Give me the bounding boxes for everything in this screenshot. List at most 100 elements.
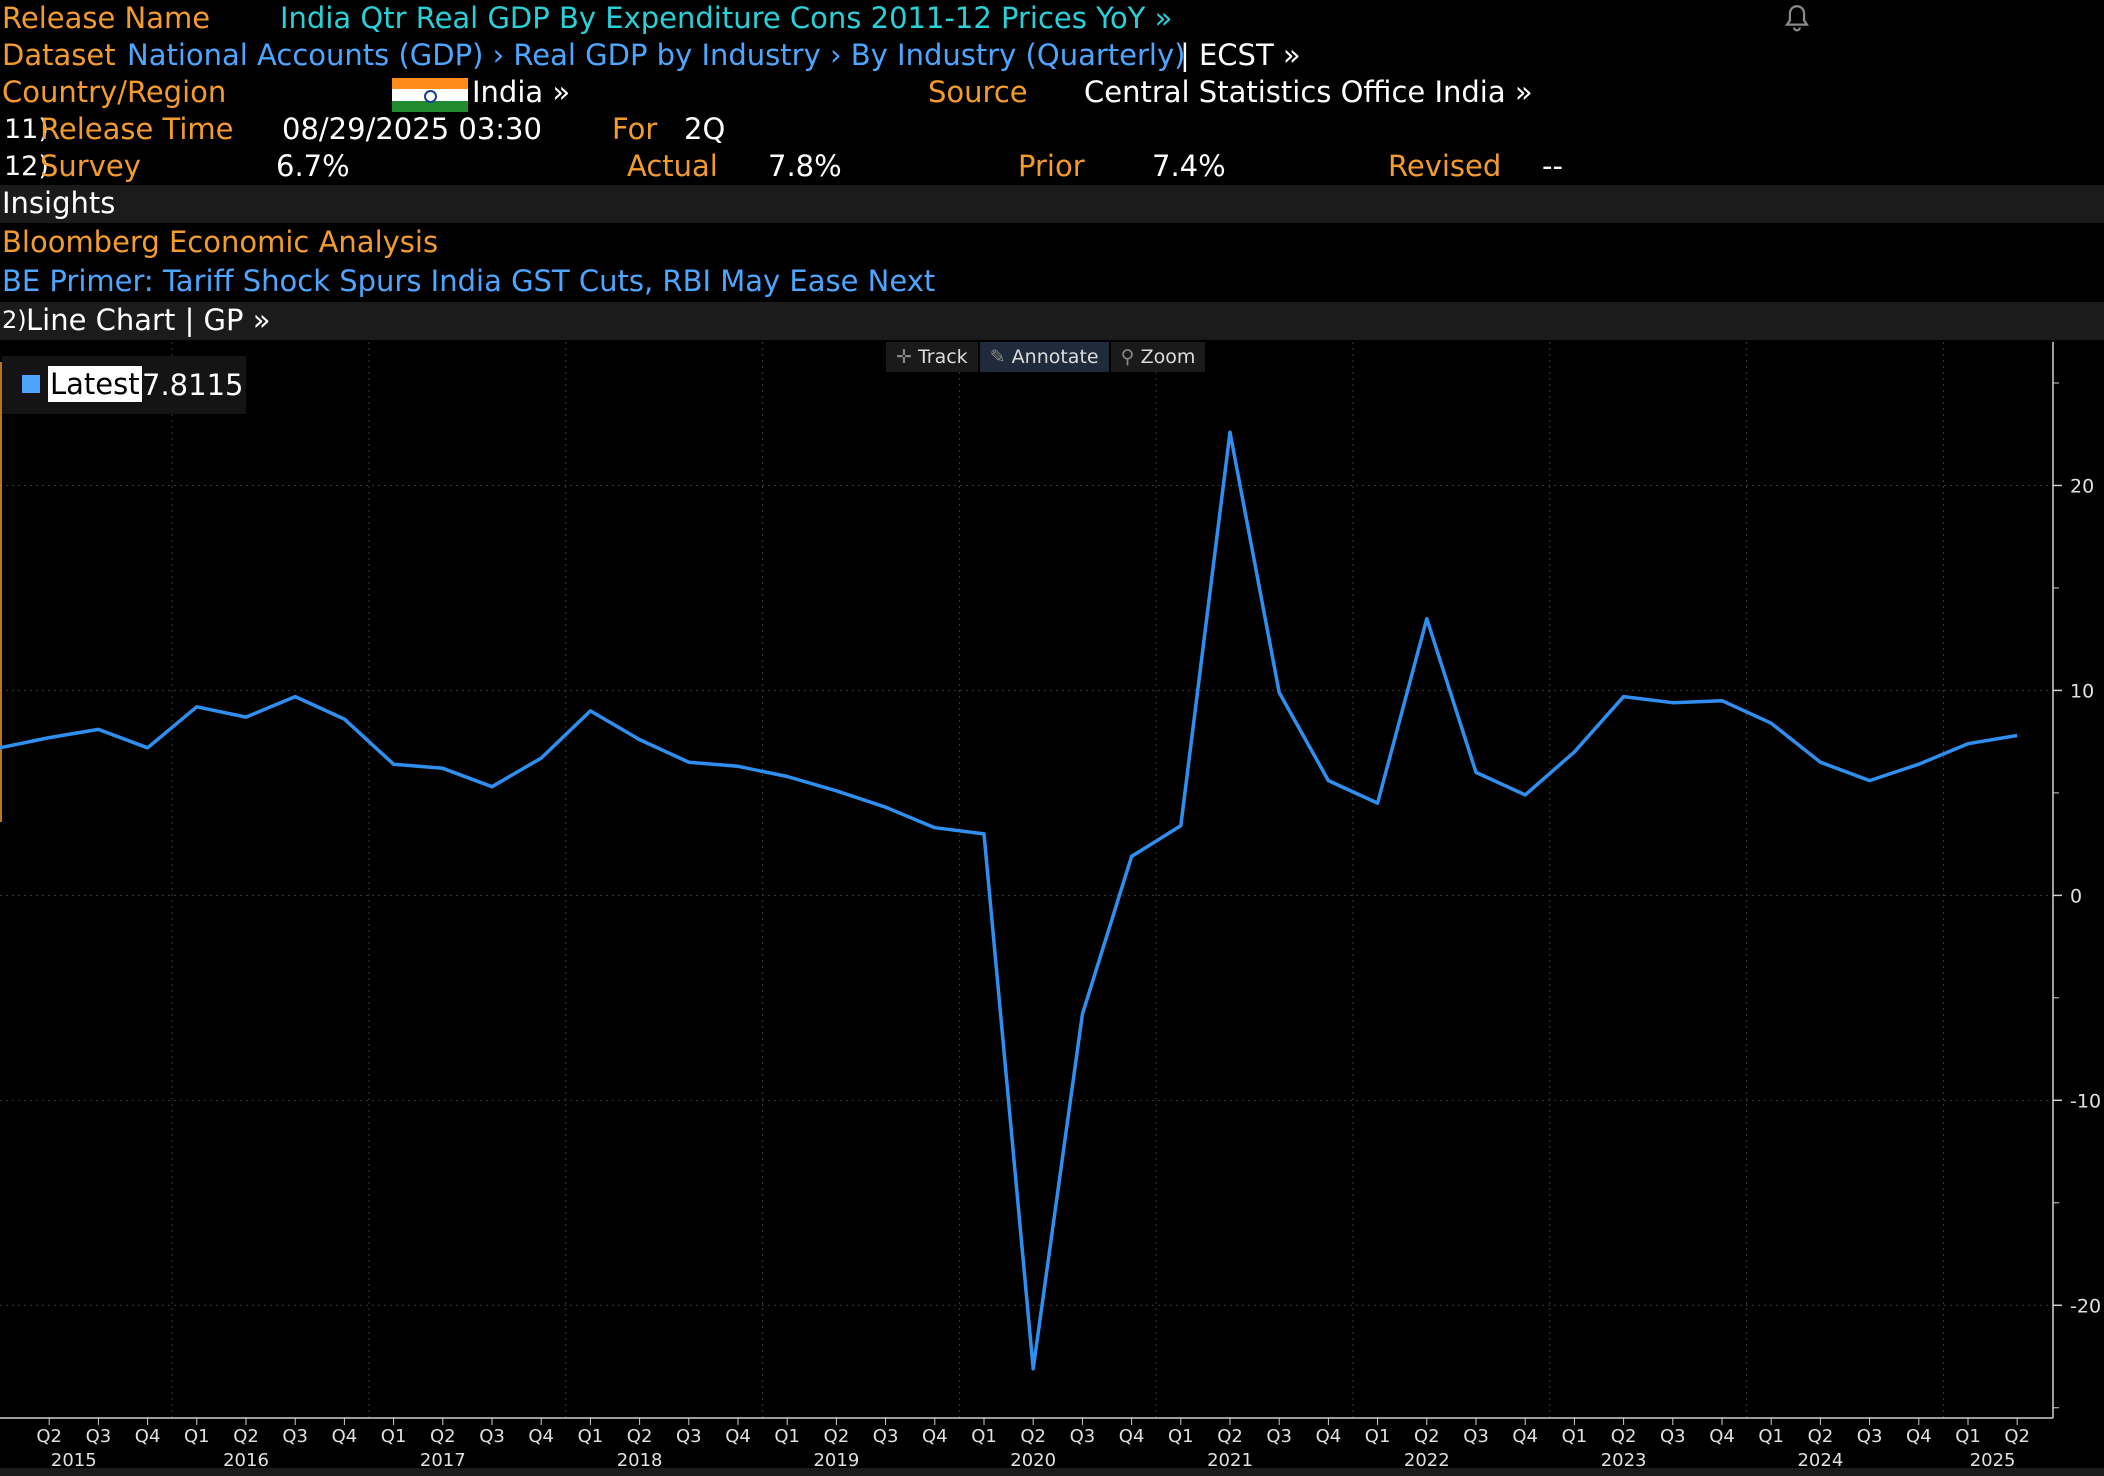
- x-quarter-label: Q3: [1463, 1426, 1489, 1447]
- for-value: 2Q: [684, 112, 726, 146]
- actual-value: 7.8%: [768, 149, 842, 183]
- x-year-label: 2021: [1207, 1450, 1253, 1471]
- zoom-label: Zoom: [1140, 346, 1196, 368]
- survey-row: 12) Survey 6.7% Actual 7.8% Prior 7.4% R…: [0, 148, 2104, 185]
- primer-row: BE Primer: Tariff Shock Spurs India GST …: [0, 263, 2104, 300]
- prior-label: Prior: [1018, 149, 1085, 183]
- for-label: For: [612, 112, 658, 146]
- x-quarter-label: Q4: [135, 1426, 161, 1447]
- annotate-tool[interactable]: ✎ Annotate: [979, 342, 1109, 372]
- primer-link[interactable]: BE Primer: Tariff Shock Spurs India GST …: [2, 264, 936, 298]
- x-quarter-label: Q1: [774, 1426, 800, 1447]
- survey-label[interactable]: Survey: [40, 149, 141, 183]
- source-label: Source: [928, 75, 1028, 109]
- x-quarter-label: Q4: [725, 1426, 751, 1447]
- x-quarter-label: Q2: [824, 1426, 850, 1447]
- x-quarter-label: Q4: [528, 1426, 554, 1447]
- revised-value: --: [1542, 149, 1563, 183]
- x-quarter-label: Q1: [1168, 1426, 1194, 1447]
- actual-label: Actual: [627, 149, 718, 183]
- legend-swatch: [22, 375, 40, 393]
- crosshair-icon: ✛: [896, 346, 912, 368]
- x-year-label: 2016: [223, 1450, 269, 1471]
- x-year-label: 2017: [420, 1450, 466, 1471]
- x-quarter-label: Q4: [1709, 1426, 1735, 1447]
- x-quarter-label: Q2: [2004, 1426, 2030, 1447]
- survey-value: 6.7%: [276, 149, 350, 183]
- y-tick-label: -10: [2070, 1090, 2101, 1112]
- track-tool[interactable]: ✛ Track: [886, 342, 978, 372]
- x-quarter-label: Q2: [1020, 1426, 1046, 1447]
- release-time-row: 11) Release Time 08/29/2025 03:30 For 2Q: [0, 111, 2104, 148]
- analysis-row: Bloomberg Economic Analysis: [0, 224, 2104, 261]
- legend-series-value: 7.8115: [142, 368, 244, 402]
- x-quarter-label: Q2: [1808, 1426, 1834, 1447]
- magnifier-icon: ⚲: [1120, 346, 1135, 368]
- x-quarter-label: Q2: [1414, 1426, 1440, 1447]
- bell-icon[interactable]: [1780, 2, 1814, 36]
- x-axis-ticks: Q2 Q3 Q4 Q1 Q2 Q3 Q4 Q1 Q2 Q3 Q4 Q1 Q2 Q3 Q4 Q1 Q2 Q3 Q4 Q1…: [36, 1418, 2030, 1471]
- x-year-label: 2025: [1970, 1450, 2016, 1471]
- series-line-latest: [0, 430, 2018, 1371]
- x-quarter-label: Q2: [1217, 1426, 1243, 1447]
- x-quarter-label: Q4: [922, 1426, 948, 1447]
- x-quarter-label: Q2: [627, 1426, 653, 1447]
- chart-header-number[interactable]: 2): [2, 306, 27, 334]
- x-quarter-label: Q3: [1660, 1426, 1686, 1447]
- survey-number[interactable]: 12): [4, 151, 49, 182]
- x-quarter-label: Q3: [873, 1426, 899, 1447]
- pencil-icon: ✎: [989, 346, 1006, 368]
- x-quarter-label: Q4: [1512, 1426, 1538, 1447]
- y-tick-label: 10: [2070, 680, 2094, 702]
- line-chart[interactable]: 20 10 0 -10 -20 Q2 Q3 Q4 Q1 Q2 Q3 Q4 Q1 Q2 Q3 Q4 Q1 Q2 Q3…: [0, 342, 2104, 1476]
- chart-toolbar: ✛ Track ✎ Annotate ⚲ Zoom: [886, 342, 1207, 372]
- legend-series-label[interactable]: Latest: [48, 366, 142, 402]
- y-tick-label: 0: [2070, 885, 2082, 907]
- release-name-row: Release Name India Qtr Real GDP By Expen…: [0, 0, 2104, 37]
- chart-grid: [0, 342, 2053, 1418]
- source-link[interactable]: Central Statistics Office India »: [1084, 75, 1533, 109]
- x-quarter-label: Q3: [479, 1426, 505, 1447]
- bottom-strip: [0, 1468, 2104, 1476]
- x-quarter-label: Q1: [381, 1426, 407, 1447]
- insights-bar: Insights: [0, 185, 2104, 223]
- revised-label: Revised: [1388, 149, 1502, 183]
- x-year-label: 2018: [617, 1450, 663, 1471]
- x-year-label: 2022: [1404, 1450, 1450, 1471]
- x-year-label: 2020: [1010, 1450, 1056, 1471]
- x-quarter-label: Q4: [1906, 1426, 1932, 1447]
- country-link[interactable]: India »: [472, 75, 571, 109]
- release-time-value: 08/29/2025 03:30: [282, 112, 542, 146]
- x-quarter-label: Q3: [1266, 1426, 1292, 1447]
- x-quarter-label: Q3: [676, 1426, 702, 1447]
- x-quarter-label: Q3: [1070, 1426, 1096, 1447]
- x-quarter-label: Q4: [1316, 1426, 1342, 1447]
- x-quarter-label: Q2: [430, 1426, 456, 1447]
- track-label: Track: [917, 346, 968, 368]
- india-flag-icon: [392, 78, 468, 112]
- x-quarter-label: Q1: [971, 1426, 997, 1447]
- release-time-number[interactable]: 11): [4, 114, 49, 145]
- x-quarter-label: Q1: [1562, 1426, 1588, 1447]
- country-label: Country/Region: [2, 75, 227, 109]
- zoom-tool[interactable]: ⚲ Zoom: [1110, 342, 1206, 372]
- x-quarter-label: Q3: [86, 1426, 112, 1447]
- dataset-path-link[interactable]: National Accounts (GDP) › Real GDP by In…: [127, 38, 1186, 72]
- insights-title: Insights: [2, 186, 116, 220]
- x-quarter-label: Q1: [578, 1426, 604, 1447]
- x-year-label: 2019: [813, 1450, 859, 1471]
- x-quarter-label: Q2: [1611, 1426, 1637, 1447]
- chart-header-bar: 2) Line Chart | GP »: [0, 302, 2104, 340]
- release-time-label[interactable]: Release Time: [40, 112, 234, 146]
- x-year-label: 2015: [51, 1450, 97, 1471]
- x-quarter-label: Q4: [332, 1426, 358, 1447]
- chart-legend[interactable]: Latest 7.8115: [2, 356, 246, 414]
- y-axis-ticks: 20 10 0 -10 -20: [2053, 382, 2101, 1409]
- release-name-link[interactable]: India Qtr Real GDP By Expenditure Cons 2…: [280, 1, 1173, 35]
- dataset-ticker[interactable]: | ECST »: [1180, 38, 1301, 72]
- x-quarter-label: Q1: [1758, 1426, 1784, 1447]
- dataset-label: Dataset: [2, 38, 116, 72]
- chart-header-label[interactable]: Line Chart | GP »: [26, 303, 271, 337]
- analysis-label: Bloomberg Economic Analysis: [2, 225, 439, 259]
- x-quarter-label: Q4: [1119, 1426, 1145, 1447]
